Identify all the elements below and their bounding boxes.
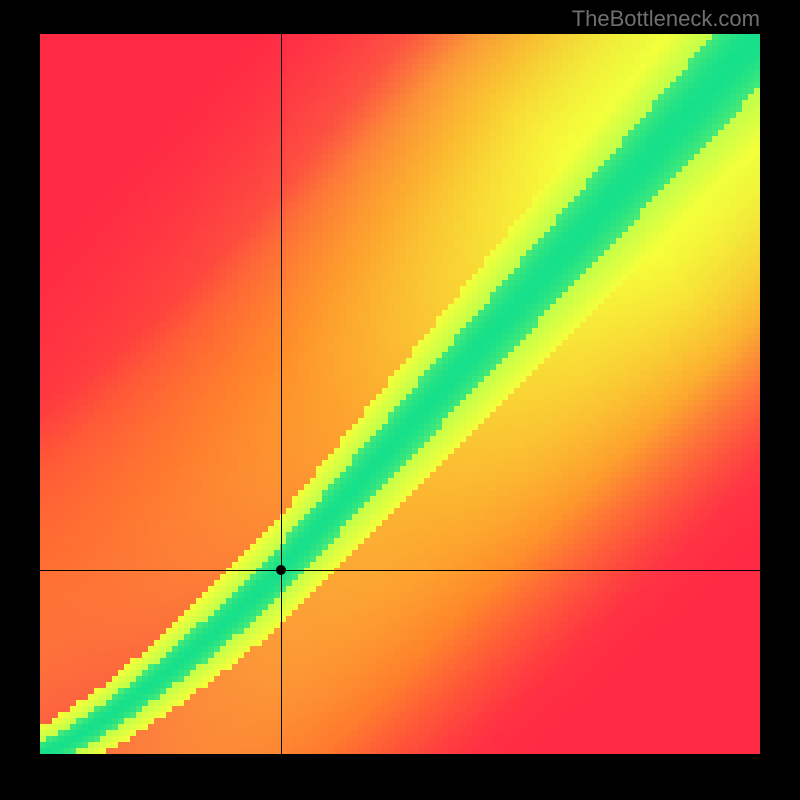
heatmap-plot: [40, 34, 760, 754]
marker-point: [276, 565, 286, 575]
watermark-text: TheBottleneck.com: [572, 6, 760, 32]
chart-container: TheBottleneck.com: [0, 0, 800, 800]
heatmap-canvas: [40, 34, 760, 754]
crosshair-horizontal: [40, 570, 760, 571]
crosshair-vertical: [281, 34, 282, 754]
